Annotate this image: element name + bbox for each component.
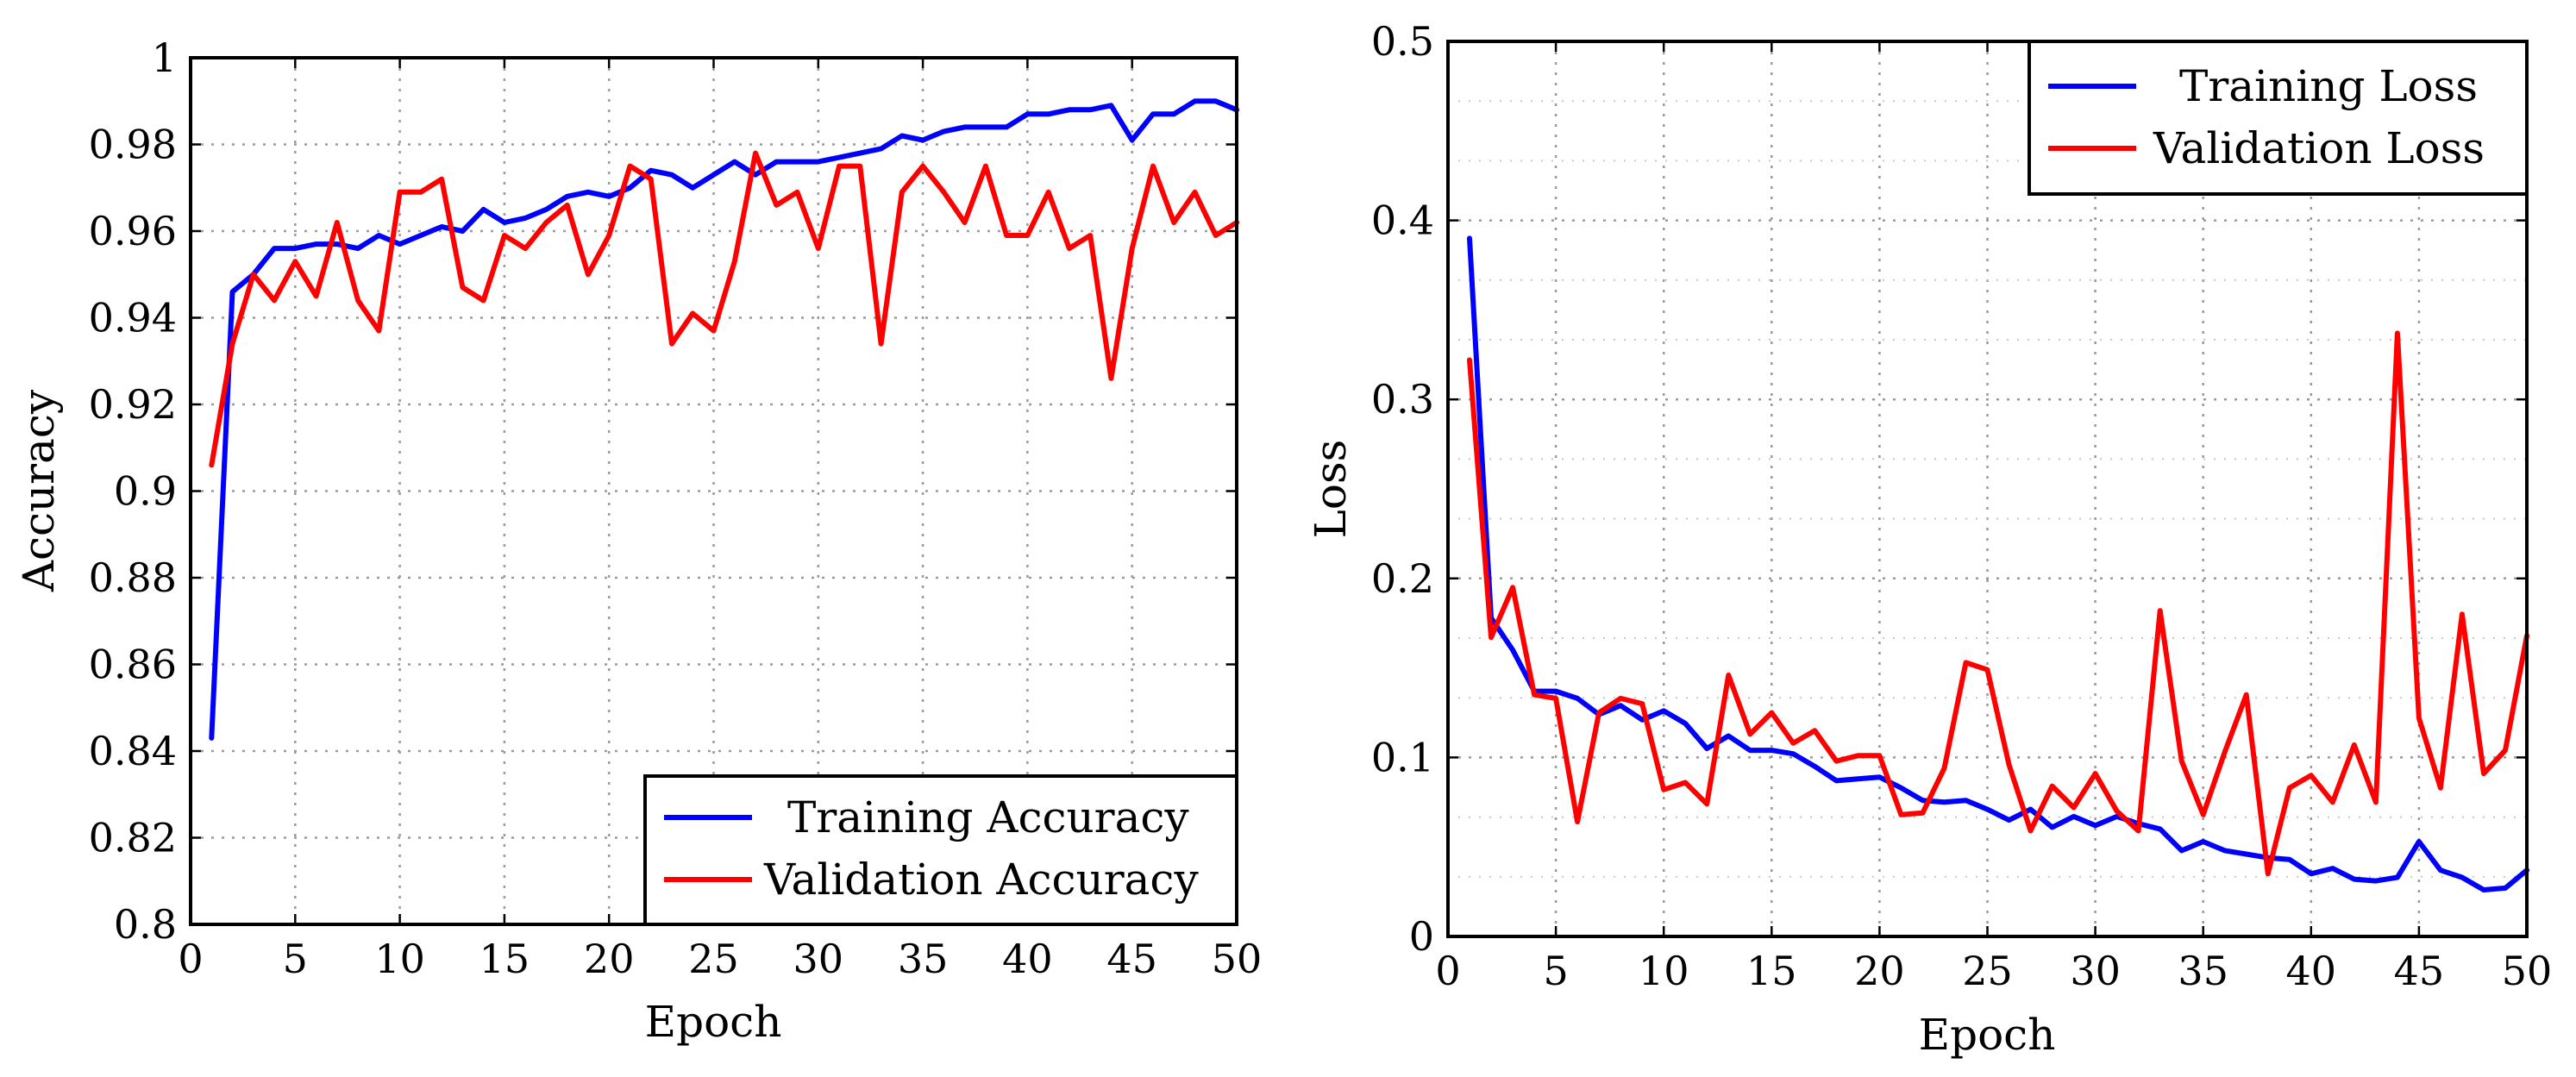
loss-y-tick-label-0.2: 0.2 xyxy=(1371,555,1434,602)
accuracy-x-tick-label-45: 45 xyxy=(1106,936,1157,982)
accuracy-x-tick-label-25: 25 xyxy=(688,936,739,982)
legend-label-training-accuracy: Training Accuracy xyxy=(787,792,1189,842)
loss-ticks: 0 5 10 15 20 25 30 35 40 45 50 0 0.1 0.2 0.3 0.4 0.5 xyxy=(1371,18,2552,994)
accuracy-legend-box xyxy=(643,774,1238,926)
loss-y-tick-label-0.1: 0.1 xyxy=(1371,734,1434,780)
loss-x-tick-label-50: 50 xyxy=(2502,948,2553,994)
accuracy-y-tick-label-0.96: 0.96 xyxy=(89,208,177,254)
accuracy-y-tick-label-0.9: 0.9 xyxy=(114,468,177,515)
accuracy-y-tick-label-0.84: 0.84 xyxy=(89,728,177,774)
accuracy-x-tick-label-20: 20 xyxy=(584,936,635,982)
accuracy-y-tick-label-0.8: 0.8 xyxy=(114,901,177,948)
accuracy-y-tick-label-0.82: 0.82 xyxy=(89,815,177,861)
accuracy-y-tick-label-0.98: 0.98 xyxy=(89,122,177,168)
accuracy-x-tick-label-10: 10 xyxy=(374,936,425,982)
series-line-validation-loss xyxy=(1467,330,2529,877)
accuracy-ticks: 0 5 10 15 20 25 30 35 40 45 50 0.8 0.82 0.84 0.86 0.88 0… xyxy=(89,34,1263,982)
loss-x-tick-label-20: 20 xyxy=(1854,948,1905,994)
accuracy-x-tick-label-15: 15 xyxy=(479,936,530,982)
series-line-training-loss xyxy=(1467,235,2529,892)
legend-label-validation-accuracy: Validation Accuracy xyxy=(763,855,1199,905)
loss-x-tick-label-30: 30 xyxy=(2070,948,2121,994)
accuracy-x-tick-label-30: 30 xyxy=(793,936,844,982)
accuracy-y-tick-label-0.92: 0.92 xyxy=(89,381,177,428)
accuracy-y-tick-label-0.94: 0.94 xyxy=(89,295,177,341)
series-line-training-accuracy xyxy=(209,98,1239,741)
accuracy-x-axis-label: Epoch xyxy=(645,997,782,1047)
accuracy-x-tick-label-5: 5 xyxy=(283,936,308,982)
loss-y-tick-label-0.4: 0.4 xyxy=(1371,197,1434,244)
accuracy-series xyxy=(209,98,1239,741)
loss-x-tick-label-40: 40 xyxy=(2286,948,2337,994)
loss-y-tick-label-0.3: 0.3 xyxy=(1371,376,1434,423)
loss-chart: 0 5 10 15 20 25 30 35 40 45 50 0 0.1 0.2 0.3 0.4 0.5 Epo… xyxy=(1306,18,2552,1060)
legend-label-training-loss: Training Loss xyxy=(2179,61,2478,111)
loss-x-tick-label-35: 35 xyxy=(2178,948,2228,994)
loss-series xyxy=(1467,235,2529,892)
accuracy-y-tick-label-0.88: 0.88 xyxy=(89,554,177,601)
loss-x-tick-label-25: 25 xyxy=(1962,948,2013,994)
accuracy-y-tick-label-1: 1 xyxy=(152,34,177,81)
loss-x-tick-label-15: 15 xyxy=(1746,948,1797,994)
loss-legend: Training Loss Validation Loss xyxy=(2028,40,2529,196)
accuracy-y-tick-label-0.86: 0.86 xyxy=(89,642,177,688)
accuracy-x-tick-label-0: 0 xyxy=(178,936,203,982)
accuracy-x-tick-label-40: 40 xyxy=(1002,936,1053,982)
accuracy-chart: 0 5 10 15 20 25 30 35 40 45 50 0.8 0.82 0.84 0.86 0.88 0… xyxy=(14,34,1262,1047)
loss-x-tick-label-45: 45 xyxy=(2394,948,2445,994)
loss-legend-box xyxy=(2028,40,2529,196)
legend-label-validation-loss: Validation Loss xyxy=(2153,123,2485,173)
accuracy-y-axis-label: Accuracy xyxy=(14,389,64,592)
accuracy-x-tick-label-50: 50 xyxy=(1212,936,1263,982)
accuracy-legend: Training Accuracy Validation Accuracy xyxy=(643,774,1238,926)
loss-x-axis-label: Epoch xyxy=(1919,1010,2056,1060)
loss-y-tick-label-0: 0 xyxy=(1409,913,1434,960)
loss-x-tick-label-5: 5 xyxy=(1543,948,1568,994)
series-line-validation-accuracy xyxy=(209,150,1239,468)
loss-x-tick-label-0: 0 xyxy=(1435,948,1460,994)
loss-x-tick-label-10: 10 xyxy=(1639,948,1689,994)
loss-y-axis-label: Loss xyxy=(1306,440,1356,539)
loss-y-tick-label-0.5: 0.5 xyxy=(1371,18,1434,65)
accuracy-x-tick-label-35: 35 xyxy=(898,936,949,982)
